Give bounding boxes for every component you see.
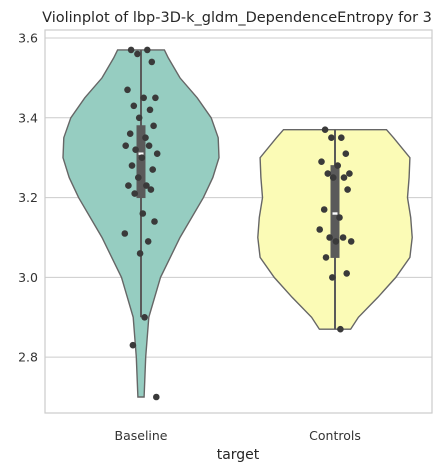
data-point-baseline-21 [143, 182, 150, 189]
data-point-controls-7 [324, 170, 332, 177]
data-point-controls-9 [329, 174, 337, 181]
violin-group-baseline [62, 46, 220, 401]
x-tick-label-1: Controls [309, 428, 361, 443]
data-point-baseline-2 [134, 50, 141, 58]
y-tick-label-2: 3.2 [18, 190, 38, 205]
data-point-baseline-6 [152, 94, 159, 102]
data-point-baseline-29 [136, 250, 144, 257]
data-point-controls-10 [344, 186, 351, 193]
data-point-baseline-3 [148, 58, 156, 66]
data-point-baseline-30 [141, 314, 148, 321]
data-point-controls-4 [318, 158, 325, 165]
violin-group-controls [257, 126, 413, 333]
data-point-baseline-28 [144, 238, 152, 245]
data-point-baseline-0 [127, 46, 135, 54]
data-point-baseline-5 [140, 94, 147, 102]
data-point-baseline-19 [149, 166, 156, 173]
median-mark-baseline [138, 152, 144, 155]
data-point-baseline-24 [131, 190, 138, 197]
data-point-baseline-1 [144, 46, 151, 54]
data-point-controls-13 [316, 226, 324, 233]
data-point-controls-18 [322, 254, 330, 261]
x-axis-label: target [217, 447, 260, 463]
data-point-controls-2 [328, 134, 335, 141]
data-point-controls-17 [332, 238, 340, 245]
data-point-baseline-11 [126, 130, 134, 137]
data-point-controls-19 [343, 270, 351, 277]
data-point-controls-20 [329, 274, 336, 281]
data-point-baseline-7 [130, 102, 138, 110]
data-point-controls-8 [340, 174, 348, 181]
data-point-baseline-9 [135, 114, 143, 122]
plot-area [62, 46, 413, 401]
data-point-baseline-25 [139, 210, 147, 217]
y-axis-ticks: 2.8 3.0 3.2 3.4 3.6 [18, 30, 38, 364]
y-tick-label-3: 3.4 [18, 110, 38, 125]
y-tick-label-4: 3.6 [18, 30, 38, 45]
data-point-controls-5 [334, 162, 342, 169]
data-point-baseline-12 [142, 134, 149, 141]
data-point-baseline-32 [153, 393, 160, 401]
x-tick-label-0: Baseline [115, 428, 168, 443]
y-tick-label-1: 3.0 [18, 270, 38, 285]
data-point-baseline-22 [125, 182, 132, 189]
data-point-baseline-10 [150, 122, 157, 130]
y-tick-label-0: 2.8 [18, 350, 38, 365]
data-point-controls-0 [321, 126, 329, 133]
data-point-baseline-23 [147, 186, 155, 193]
data-point-baseline-17 [138, 154, 146, 161]
data-point-baseline-8 [146, 106, 154, 114]
data-point-baseline-20 [135, 174, 142, 181]
data-point-baseline-27 [121, 230, 129, 237]
data-point-baseline-16 [153, 150, 161, 157]
data-point-controls-3 [342, 150, 350, 157]
data-point-controls-6 [346, 170, 353, 177]
data-point-controls-21 [337, 325, 344, 333]
data-point-baseline-15 [132, 146, 139, 153]
data-point-controls-1 [338, 134, 345, 141]
data-point-controls-12 [336, 214, 343, 221]
data-point-baseline-31 [129, 341, 137, 349]
data-point-baseline-26 [151, 218, 158, 225]
data-point-baseline-18 [128, 162, 136, 169]
plot-frame [44, 29, 433, 414]
data-point-baseline-14 [145, 142, 153, 149]
data-point-controls-14 [339, 234, 347, 241]
data-point-controls-15 [326, 234, 333, 241]
x-axis-ticks: Baseline Controls [115, 428, 361, 443]
iqr-box-baseline [136, 125, 146, 199]
data-point-baseline-13 [122, 142, 129, 149]
data-point-controls-11 [320, 206, 328, 213]
data-point-baseline-4 [124, 86, 131, 94]
chart-title: Violinplot of lbp-3D-k_gldm_DependenceEn… [42, 10, 432, 26]
median-mark-controls [332, 212, 338, 215]
data-point-controls-16 [347, 238, 355, 245]
